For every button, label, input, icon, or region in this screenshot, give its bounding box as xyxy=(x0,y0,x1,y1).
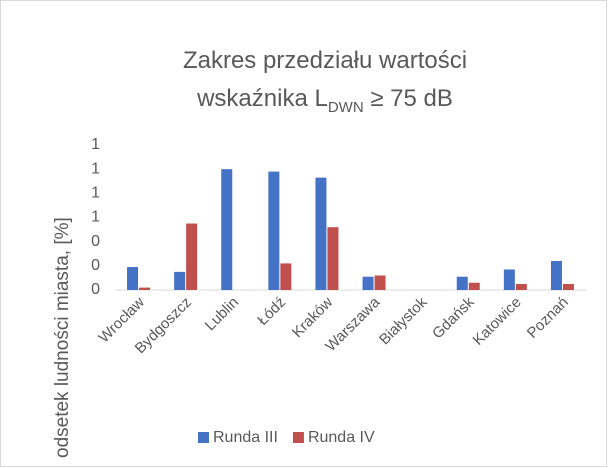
bar xyxy=(468,282,480,290)
legend-label: Runda IV xyxy=(308,429,375,446)
legend-swatch xyxy=(198,432,209,443)
y-tick-label: 1 xyxy=(91,185,100,202)
y-axis-label: odsetek ludności miasta, [%] xyxy=(52,217,73,458)
y-tick-label: 0 xyxy=(91,233,100,250)
bar xyxy=(186,223,198,290)
bar xyxy=(503,269,515,290)
title-part: ≥ 75 dB xyxy=(364,85,453,112)
legend-label: Runda III xyxy=(213,429,278,446)
bar xyxy=(374,275,386,290)
title-part: wskaźnika L xyxy=(196,85,328,112)
title-subscript: DWN xyxy=(328,99,364,116)
chart-title: Zakres przedziału wartości xyxy=(183,47,467,74)
bar xyxy=(515,283,527,290)
y-tick-label: 0 xyxy=(91,257,100,274)
y-tick-label: 0 xyxy=(91,281,100,298)
bar xyxy=(268,171,280,290)
bar xyxy=(221,169,233,290)
y-tick-label: 1 xyxy=(91,136,100,153)
bar xyxy=(315,177,327,290)
chart-title: wskaźnika LDWN ≥ 75 dB xyxy=(196,85,453,116)
bar xyxy=(562,283,574,290)
y-tick-label: 1 xyxy=(91,160,100,177)
bar xyxy=(456,276,468,290)
y-tick-label: 1 xyxy=(91,209,100,226)
bar xyxy=(127,267,139,290)
bar xyxy=(327,227,339,290)
bar xyxy=(174,271,186,290)
bar xyxy=(139,287,151,290)
bar xyxy=(362,276,374,290)
bar xyxy=(550,261,562,290)
bar xyxy=(280,263,292,290)
legend-swatch xyxy=(292,432,304,443)
